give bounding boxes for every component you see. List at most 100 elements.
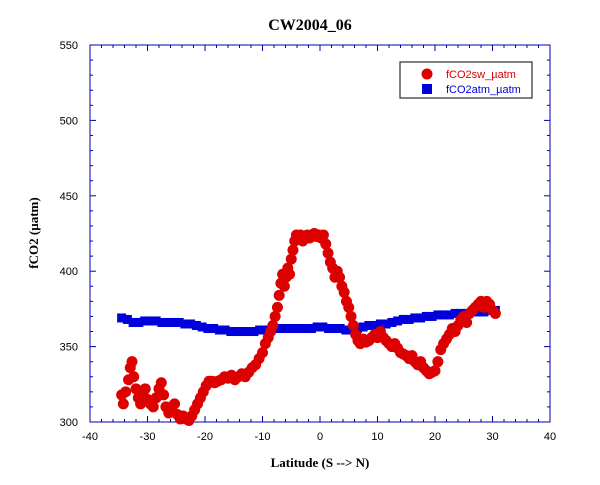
- atm-data-point: [393, 316, 403, 326]
- atm-data-point: [289, 324, 299, 334]
- sw-data-point: [120, 386, 132, 398]
- atm-data-point: [410, 313, 420, 323]
- atm-data-point: [433, 310, 443, 320]
- sw-data-point: [284, 268, 296, 280]
- y-axis-label: fCO2 (µatm): [26, 197, 41, 268]
- atm-data-point: [232, 327, 242, 337]
- axis-tick-labels: -40 -30 -20 -10 0 10 20 30 40 300 350 400 450 500 550: [60, 40, 556, 443]
- sw-data-point: [278, 280, 290, 292]
- sw-data-point: [334, 271, 346, 283]
- sw-data-point: [322, 247, 334, 259]
- legend: fCO2sw_µatm fCO2atm_µatm: [399, 61, 533, 99]
- sw-data-point: [158, 389, 170, 401]
- atm-data-point: [145, 316, 155, 326]
- atm-data-point: [301, 324, 311, 334]
- atm-data-point: [117, 313, 127, 323]
- atm-data-point: [318, 322, 328, 332]
- atm-data-point: [163, 317, 173, 327]
- atm-data-point: [324, 324, 334, 334]
- atm-data-point: [364, 320, 374, 330]
- data-points: [116, 228, 501, 426]
- chart-title: CW2004_06: [268, 17, 352, 34]
- sw-data-point: [347, 319, 359, 331]
- legend-label: fCO2atm_µatm: [446, 84, 521, 96]
- x-tick-label: 0: [317, 431, 323, 443]
- atm-data-point: [197, 322, 207, 332]
- sw-data-point: [489, 307, 501, 319]
- legend-items: fCO2sw_µatm fCO2atm_µatm: [421, 68, 521, 96]
- atm-data-point: [174, 317, 184, 327]
- sw-data-point: [273, 289, 285, 301]
- atm-data-point: [128, 317, 138, 327]
- atm-data-point: [306, 324, 316, 334]
- sw-data-point: [317, 229, 329, 241]
- atm-data-point: [335, 324, 345, 334]
- atm-data-point: [329, 324, 339, 334]
- sw-data-point: [461, 316, 473, 328]
- x-tick-label: -10: [255, 431, 271, 443]
- sw-data-point: [169, 398, 181, 410]
- atm-data-point: [427, 311, 437, 321]
- sw-data-point: [117, 398, 129, 410]
- sw-data-point: [155, 377, 167, 389]
- sw-data-point: [139, 383, 151, 395]
- atm-data-point: [140, 316, 150, 326]
- x-tick-label: -20: [197, 431, 213, 443]
- atm-data-point: [398, 314, 408, 324]
- atm-data-point: [191, 320, 201, 330]
- sw-data-point: [320, 238, 332, 250]
- atm-data-point: [278, 324, 288, 334]
- sw-data-point: [287, 244, 299, 256]
- y-tick-label: 350: [60, 342, 78, 354]
- atm-data-point: [180, 319, 190, 329]
- axis-ticks: [89, 44, 551, 423]
- atm-data-point: [157, 317, 167, 327]
- sw-data-point: [267, 319, 279, 331]
- sw-data-point: [128, 371, 140, 383]
- atm-data-point: [186, 319, 196, 329]
- x-tick-label: -30: [140, 431, 156, 443]
- sw-data-point: [345, 310, 357, 322]
- atm-data-point: [444, 310, 454, 320]
- x-tick-label: 10: [371, 431, 383, 443]
- atm-data-point: [358, 322, 368, 332]
- sw-data-point: [338, 286, 350, 298]
- atm-data-point: [421, 311, 431, 321]
- atm-data-point: [151, 316, 161, 326]
- sw-data-point: [269, 310, 281, 322]
- atm-data-point: [168, 317, 178, 327]
- y-tick-label: 300: [60, 417, 78, 429]
- atm-data-point: [249, 327, 259, 337]
- y-tick-label: 500: [60, 115, 78, 127]
- legend-marker-square: [422, 84, 432, 94]
- atm-data-point: [370, 320, 380, 330]
- sw-data-point: [285, 253, 297, 265]
- y-tick-label: 400: [60, 266, 78, 278]
- x-tick-label: 20: [429, 431, 441, 443]
- atm-data-point: [226, 327, 236, 337]
- legend-marker-circle: [421, 68, 433, 80]
- sw-data-point: [257, 347, 268, 359]
- sw-data-point: [432, 356, 444, 368]
- atm-data-point: [255, 325, 265, 335]
- atm-data-point: [203, 324, 213, 334]
- atm-data-point: [450, 308, 460, 318]
- atm-data-point: [243, 327, 253, 337]
- atm-data-point: [283, 324, 293, 334]
- atm-data-point: [312, 322, 322, 332]
- atm-data-point: [122, 314, 132, 324]
- legend-label: fCO2sw_µatm: [446, 69, 516, 81]
- atm-data-point: [341, 325, 351, 335]
- sw-data-point: [343, 301, 355, 313]
- atm-data-point: [214, 325, 224, 335]
- y-tick-label: 550: [60, 40, 78, 52]
- atm-data-point: [404, 314, 414, 324]
- atm-data-point: [220, 325, 230, 335]
- sw-data-point: [147, 401, 159, 413]
- atm-data-point: [237, 327, 247, 337]
- x-tick-label: 30: [486, 431, 498, 443]
- sw-data-point: [126, 356, 138, 368]
- atm-data-point: [381, 319, 391, 329]
- sw-data-point: [271, 301, 283, 313]
